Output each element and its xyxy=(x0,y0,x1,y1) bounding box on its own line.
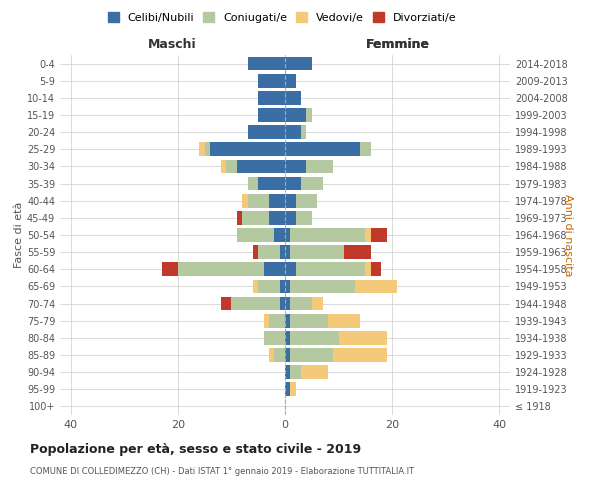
Bar xyxy=(285,331,290,344)
Bar xyxy=(371,228,387,242)
Bar xyxy=(269,211,285,224)
Bar xyxy=(258,280,280,293)
Bar xyxy=(253,280,258,293)
Bar xyxy=(338,331,387,344)
Bar xyxy=(285,366,290,379)
Bar xyxy=(290,228,365,242)
Bar xyxy=(290,348,333,362)
Bar xyxy=(258,91,285,104)
Bar xyxy=(307,160,333,173)
Bar xyxy=(301,176,323,190)
Bar xyxy=(301,366,328,379)
Bar xyxy=(199,142,205,156)
Bar xyxy=(296,211,312,224)
Bar xyxy=(290,246,344,259)
Bar xyxy=(290,280,355,293)
Bar xyxy=(290,366,301,379)
Bar xyxy=(242,194,248,207)
Bar xyxy=(285,211,296,224)
Bar xyxy=(285,262,296,276)
Bar xyxy=(290,296,312,310)
Bar xyxy=(285,142,360,156)
Bar xyxy=(344,246,371,259)
Bar xyxy=(290,331,338,344)
Bar xyxy=(296,194,317,207)
Bar xyxy=(285,160,307,173)
Bar xyxy=(263,262,285,276)
Bar xyxy=(285,176,301,190)
Bar xyxy=(365,228,371,242)
Bar xyxy=(248,194,269,207)
Bar xyxy=(253,246,258,259)
Bar xyxy=(301,126,307,139)
Bar xyxy=(296,262,365,276)
Bar xyxy=(274,228,285,242)
Text: Maschi: Maschi xyxy=(148,38,197,52)
Bar xyxy=(290,382,296,396)
Bar xyxy=(312,296,323,310)
Bar xyxy=(307,108,312,122)
Bar xyxy=(285,296,290,310)
Bar xyxy=(263,331,285,344)
Bar xyxy=(263,314,269,328)
Bar xyxy=(328,314,360,328)
Bar xyxy=(280,246,285,259)
Text: Femmine: Femmine xyxy=(365,38,430,52)
Bar xyxy=(237,228,274,242)
Bar xyxy=(360,142,371,156)
Bar xyxy=(258,176,285,190)
Bar xyxy=(237,211,242,224)
Legend: Celibi/Nubili, Coniugati/e, Vedovi/e, Divorziati/e: Celibi/Nubili, Coniugati/e, Vedovi/e, Di… xyxy=(103,8,461,28)
Bar xyxy=(269,314,285,328)
Bar xyxy=(285,194,296,207)
Bar xyxy=(248,56,285,70)
Bar xyxy=(221,160,226,173)
Bar xyxy=(162,262,178,276)
Bar xyxy=(178,262,263,276)
Text: Femmine: Femmine xyxy=(365,38,430,52)
Bar xyxy=(280,280,285,293)
Bar xyxy=(258,108,285,122)
Bar xyxy=(285,382,290,396)
Bar xyxy=(248,126,285,139)
Bar xyxy=(226,160,237,173)
Text: COMUNE DI COLLEDIMEZZO (CH) - Dati ISTAT 1° gennaio 2019 - Elaborazione TUTTITAL: COMUNE DI COLLEDIMEZZO (CH) - Dati ISTAT… xyxy=(30,468,414,476)
Bar xyxy=(285,91,301,104)
Bar xyxy=(285,314,290,328)
Bar xyxy=(237,160,285,173)
Bar xyxy=(285,126,301,139)
Bar xyxy=(285,246,290,259)
Text: Popolazione per età, sesso e stato civile - 2019: Popolazione per età, sesso e stato civil… xyxy=(30,442,361,456)
Bar xyxy=(285,228,290,242)
Bar xyxy=(274,348,285,362)
Bar xyxy=(365,262,371,276)
Bar xyxy=(221,296,232,310)
Y-axis label: Fasce di età: Fasce di età xyxy=(14,202,24,268)
Y-axis label: Anni di nascita: Anni di nascita xyxy=(563,194,573,276)
Bar xyxy=(285,108,307,122)
Bar xyxy=(269,194,285,207)
Bar xyxy=(210,142,285,156)
Bar xyxy=(371,262,382,276)
Bar xyxy=(285,74,296,88)
Bar xyxy=(333,348,387,362)
Bar xyxy=(205,142,210,156)
Bar xyxy=(242,211,269,224)
Bar xyxy=(280,296,285,310)
Bar xyxy=(285,280,290,293)
Bar xyxy=(355,280,397,293)
Bar xyxy=(258,74,285,88)
Bar xyxy=(290,314,328,328)
Bar xyxy=(269,348,274,362)
Bar xyxy=(285,56,312,70)
Bar xyxy=(258,246,280,259)
Bar xyxy=(248,176,258,190)
Bar xyxy=(285,348,290,362)
Bar xyxy=(232,296,280,310)
